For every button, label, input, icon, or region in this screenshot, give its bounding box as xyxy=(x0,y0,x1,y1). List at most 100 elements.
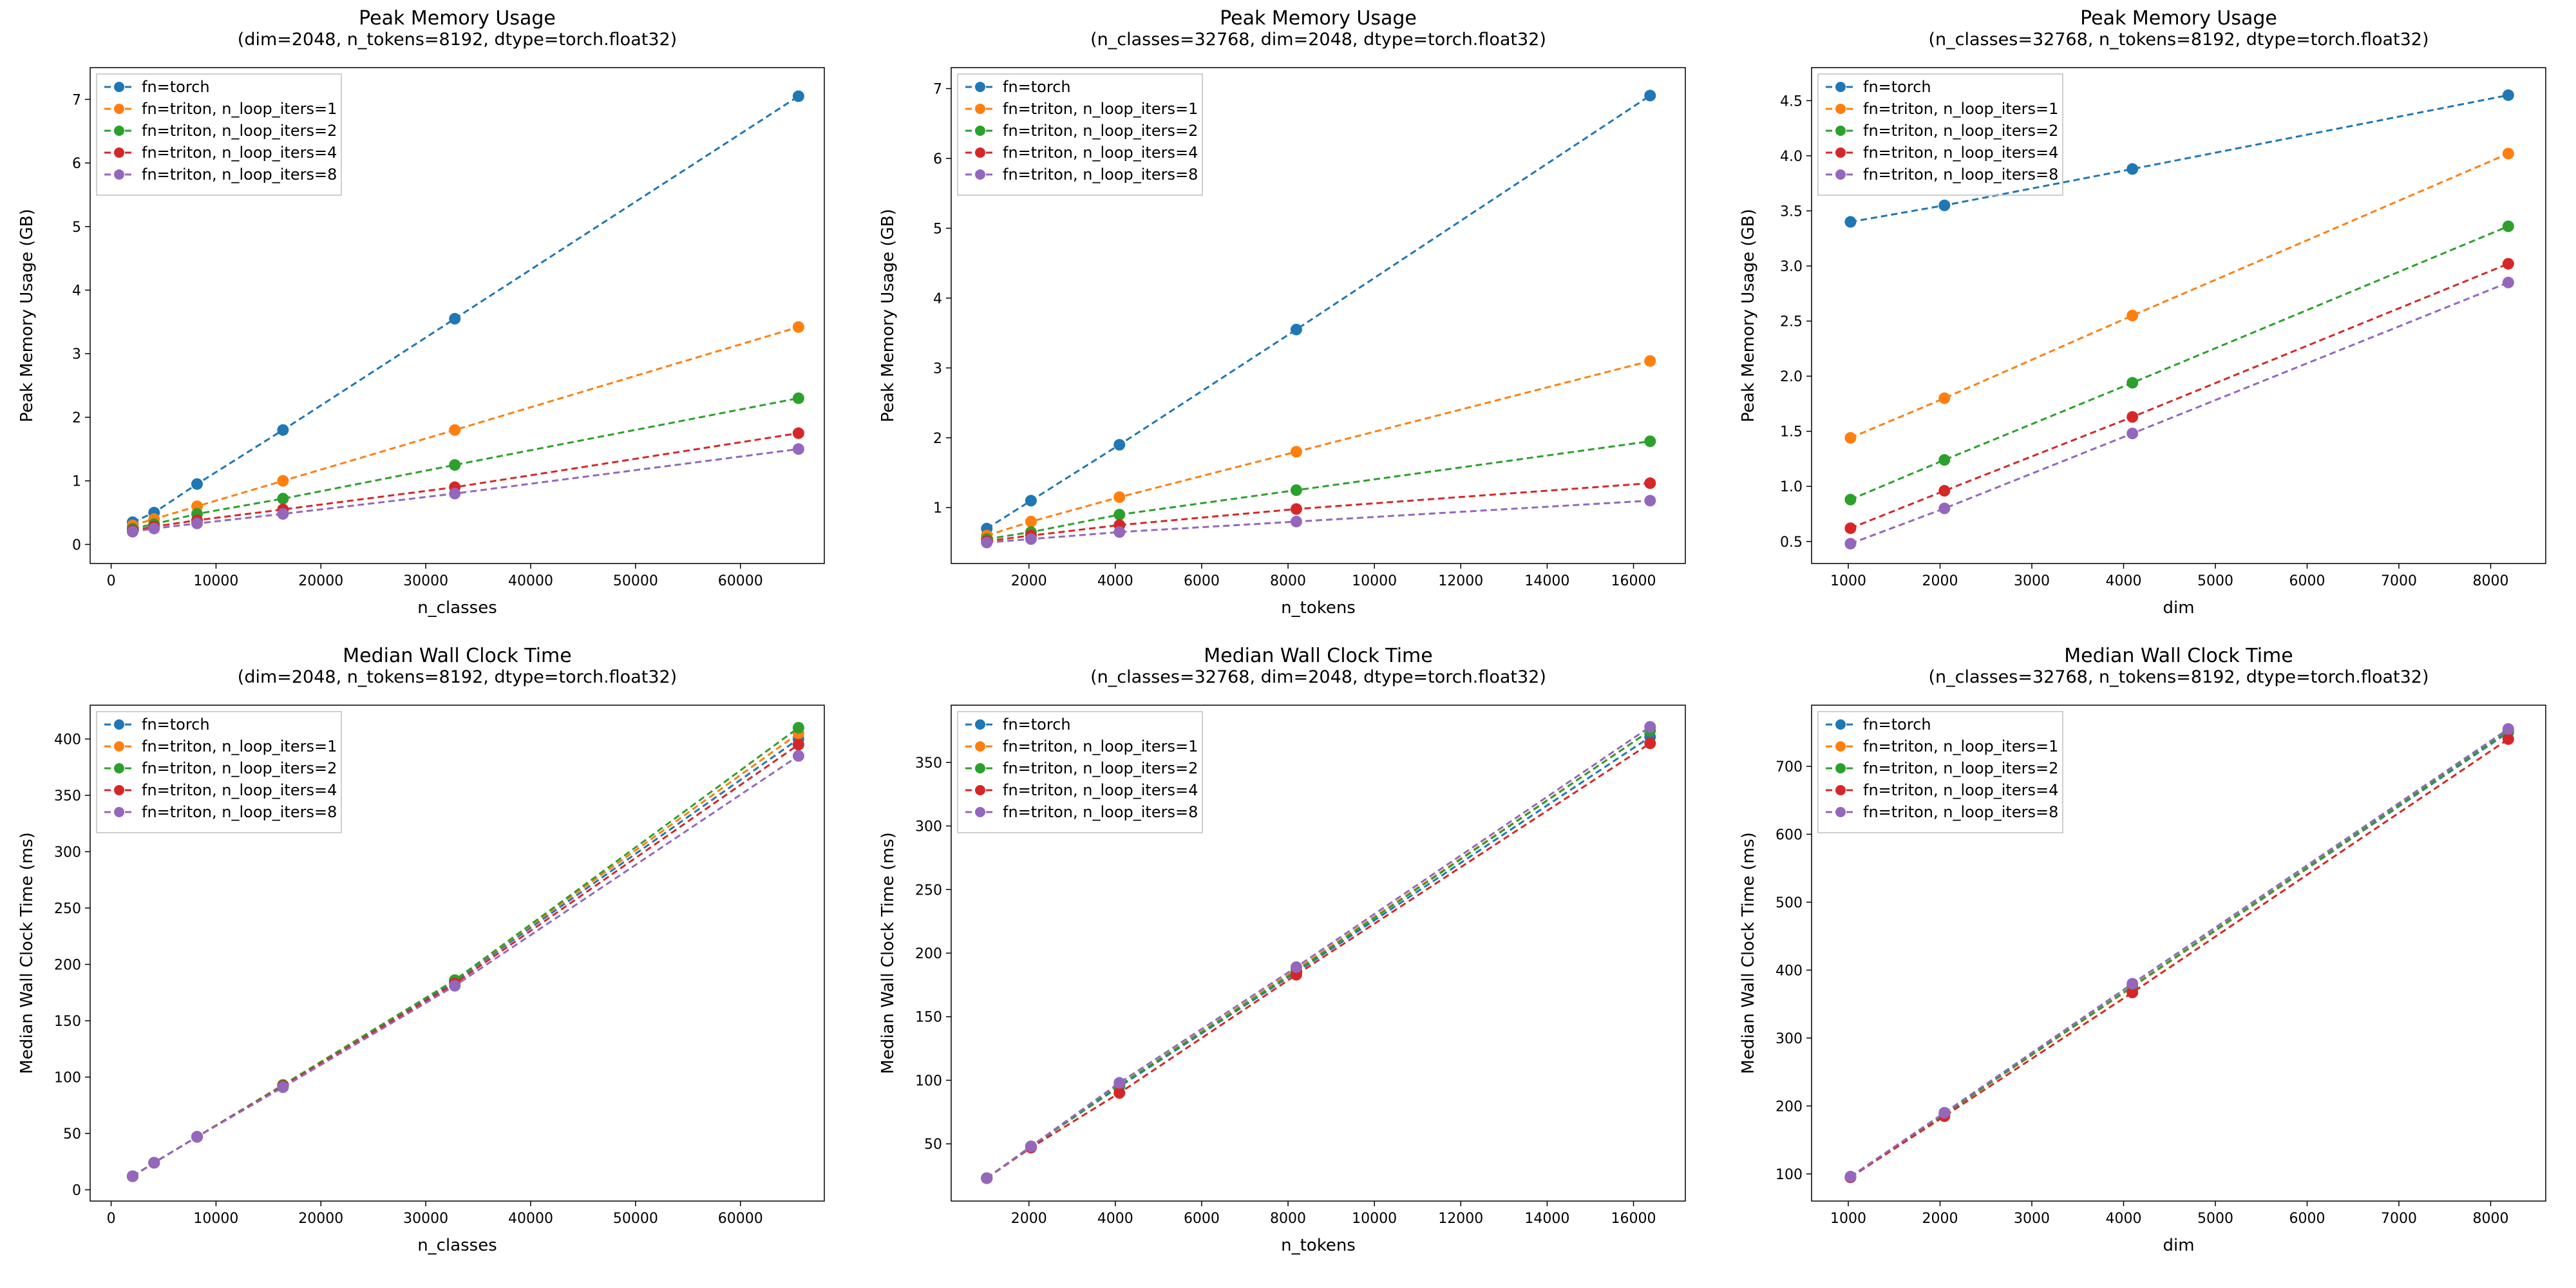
legend-label: fn=triton, n_loop_iters=2 xyxy=(1003,122,1198,140)
ytick-label: 50 xyxy=(63,1126,81,1142)
ytick-label: 7 xyxy=(933,82,942,98)
chart-title: Peak Memory Usage xyxy=(2080,7,2277,30)
marker-triton1 xyxy=(277,475,289,487)
legend: fn=torchfn=triton, n_loop_iters=1fn=trit… xyxy=(97,712,341,833)
marker-triton8 xyxy=(1291,516,1302,527)
panel-mem-dim: 100020003000400050006000700080000.51.01.… xyxy=(1728,6,2570,625)
xtick-label: 40000 xyxy=(508,1211,553,1227)
marker-triton1 xyxy=(1291,446,1302,457)
marker-torch xyxy=(277,424,289,436)
legend-label: fn=triton, n_loop_iters=8 xyxy=(1863,166,2058,184)
xtick-label: 4000 xyxy=(1097,573,1133,589)
xtick-label: 2000 xyxy=(1922,573,1958,589)
xtick-label: 8000 xyxy=(2473,1211,2509,1227)
marker-torch xyxy=(449,313,460,325)
xlabel: dim xyxy=(2163,598,2195,618)
legend-label: fn=torch xyxy=(142,78,210,96)
series-triton2 xyxy=(987,441,1650,539)
marker-triton8 xyxy=(2127,428,2139,439)
ylabel: Median Wall Clock Time (ms) xyxy=(1739,832,1758,1074)
legend: fn=torch fn=triton, n_loop_iters=1 fn=trit… xyxy=(97,74,341,195)
marker-triton2 xyxy=(449,459,460,471)
xtick-label: 2000 xyxy=(1010,1211,1046,1227)
marker-triton8 xyxy=(1845,1171,1857,1182)
ytick-label: 4.5 xyxy=(1780,93,1803,109)
marker-triton1 xyxy=(1113,491,1125,503)
series-triton2 xyxy=(133,398,799,528)
chart-subtitle: (dim=2048, n_tokens=8192, dtype=torch.fl… xyxy=(238,667,677,687)
marker-triton8 xyxy=(191,1131,203,1142)
legend-label: fn=triton, n_loop_iters=2 xyxy=(1863,122,2058,140)
marker-torch xyxy=(2127,163,2139,175)
xlabel: n_classes xyxy=(417,598,497,618)
panel-mem-ntokens: 2000400060008000100001200014000160001234… xyxy=(867,6,1709,625)
ytick-label: 6 xyxy=(72,156,81,172)
marker-triton8 xyxy=(1291,961,1302,973)
legend: fn=torch fn=triton, n_loop_iters=1 fn=trit… xyxy=(958,74,1202,195)
xtick-label: 8000 xyxy=(1270,573,1306,589)
marker-triton8 xyxy=(1939,1107,1951,1119)
marker-triton8 xyxy=(1845,538,1857,549)
xtick-label: 60000 xyxy=(718,573,763,589)
ytick-label: 300 xyxy=(915,819,942,835)
xtick-label: 10000 xyxy=(1352,573,1397,589)
xtick-label: 14000 xyxy=(1524,1211,1569,1227)
marker-torch xyxy=(1291,324,1302,336)
ylabel: Median Wall Clock Time (ms) xyxy=(878,832,898,1074)
legend-label: fn=triton, n_loop_iters=1 xyxy=(142,100,337,118)
legend-label: fn=triton, n_loop_iters=1 xyxy=(1003,100,1198,118)
marker-torch xyxy=(1113,439,1125,451)
ytick-label: 250 xyxy=(915,882,942,898)
chart-grid: 010000200003000040000500006000001234567n… xyxy=(6,6,2570,1262)
xtick-label: 0 xyxy=(107,1211,116,1227)
ytick-label: 0.5 xyxy=(1780,535,1803,551)
legend-label: fn=triton, n_loop_iters=4 xyxy=(142,144,337,162)
legend-label: fn=triton, n_loop_iters=4 xyxy=(1863,144,2058,162)
marker-triton8 xyxy=(449,980,460,992)
ytick-label: 150 xyxy=(54,1014,81,1030)
xtick-label: 6000 xyxy=(1184,573,1220,589)
marker-triton8 xyxy=(1113,1077,1125,1088)
legend-label: fn=triton, n_loop_iters=8 xyxy=(1003,803,1198,821)
ytick-label: 100 xyxy=(1776,1167,1803,1183)
ytick-label: 400 xyxy=(54,732,81,748)
legend-label: fn=triton, n_loop_iters=8 xyxy=(1003,166,1198,184)
legend-label: fn=triton, n_loop_iters=8 xyxy=(142,803,337,821)
marker-triton8 xyxy=(1644,721,1656,733)
xtick-label: 3000 xyxy=(2014,573,2050,589)
marker-triton4 xyxy=(1939,485,1951,497)
xtick-label: 7000 xyxy=(2381,1211,2417,1227)
xtick-label: 8000 xyxy=(2473,573,2509,589)
chart-subtitle: (n_classes=32768, dim=2048, dtype=torch.… xyxy=(1090,667,1546,687)
legend-label: fn=triton, n_loop_iters=1 xyxy=(1863,100,2058,118)
panel-mem-nclasses: 010000200003000040000500006000001234567n… xyxy=(6,6,848,625)
legend-label: fn=torch xyxy=(1003,78,1071,96)
series-triton4 xyxy=(133,433,799,531)
ytick-label: 700 xyxy=(1776,759,1803,775)
marker-triton8 xyxy=(1025,533,1037,545)
panel-time-nclasses: 0100002000030000400005000060000050100150… xyxy=(6,644,848,1262)
marker-triton4 xyxy=(793,739,804,750)
legend-label: fn=triton, n_loop_iters=2 xyxy=(1003,759,1198,777)
ylabel: Median Wall Clock Time (ms) xyxy=(17,832,37,1074)
ytick-label: 2 xyxy=(933,431,942,447)
marker-triton8 xyxy=(981,1172,992,1184)
legend-label: fn=triton, n_loop_iters=1 xyxy=(1863,737,2058,755)
chart-title: Peak Memory Usage xyxy=(359,7,556,30)
ytick-label: 3.0 xyxy=(1780,259,1803,275)
marker-triton1 xyxy=(1644,355,1656,366)
marker-triton8 xyxy=(148,1157,160,1169)
ytick-label: 1.0 xyxy=(1780,479,1803,495)
legend-label: fn=triton, n_loop_iters=1 xyxy=(142,737,337,755)
chart-subtitle: (n_classes=32768, n_tokens=8192, dtype=t… xyxy=(1929,667,2429,687)
marker-triton4 xyxy=(2127,411,2139,422)
legend: fn=torchfn=triton, n_loop_iters=1fn=trit… xyxy=(1818,712,2063,833)
marker-triton8 xyxy=(2127,978,2139,989)
ytick-label: 150 xyxy=(915,1010,942,1026)
marker-triton2 xyxy=(2127,377,2139,388)
marker-triton1 xyxy=(2503,147,2514,159)
marker-triton8 xyxy=(191,518,203,529)
xtick-label: 4000 xyxy=(1097,1211,1133,1227)
xlabel: n_tokens xyxy=(1281,1236,1356,1255)
legend-label: fn=triton, n_loop_iters=2 xyxy=(1863,759,2058,777)
